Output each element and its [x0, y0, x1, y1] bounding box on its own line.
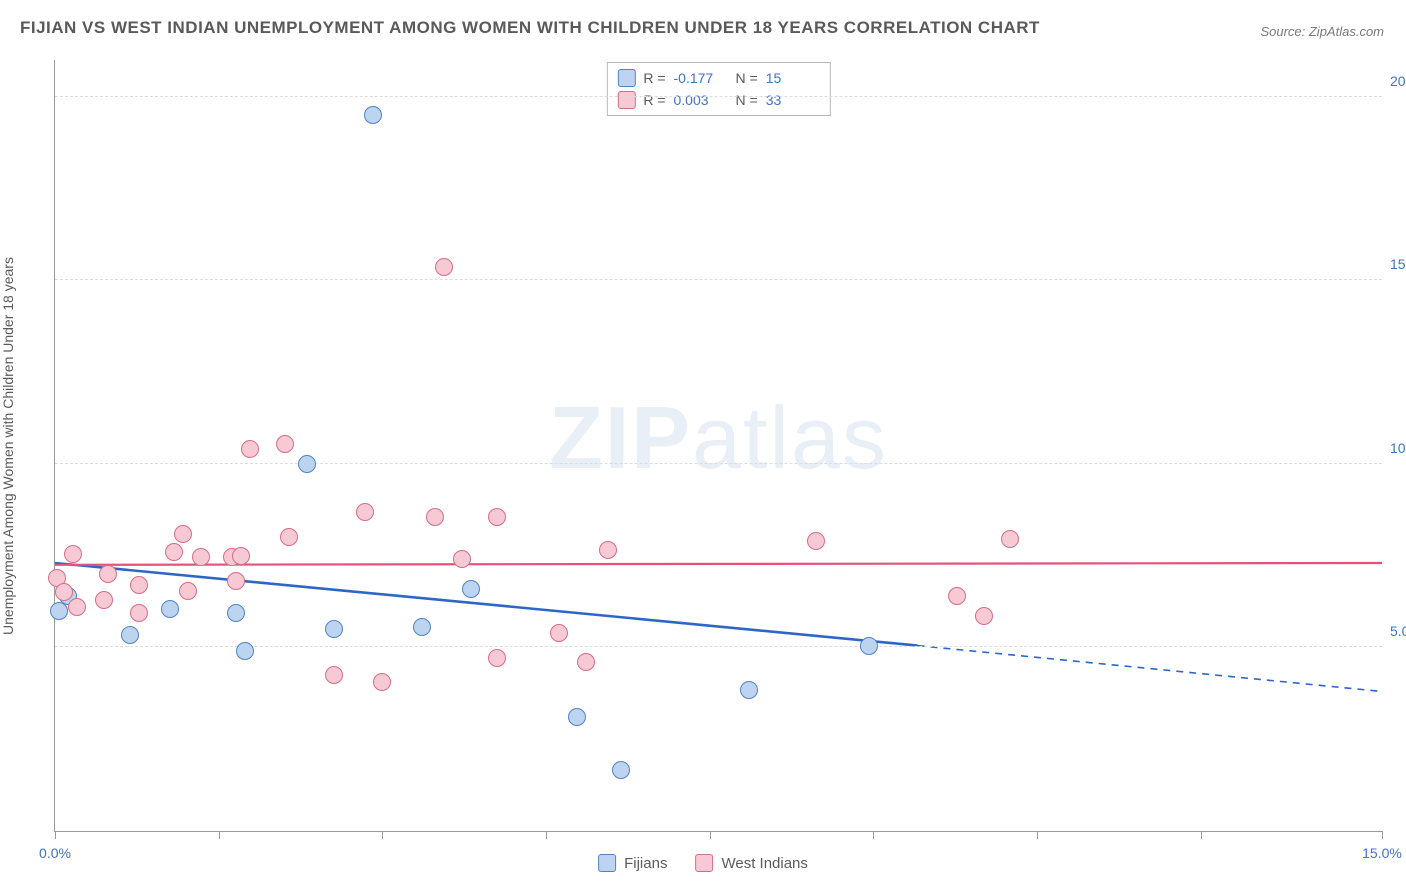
- scatter-point: [807, 532, 825, 550]
- x-tick: [219, 831, 220, 839]
- scatter-point: [1001, 530, 1019, 548]
- trend-line: [55, 563, 918, 646]
- legend-swatch: [598, 854, 616, 872]
- scatter-point: [95, 591, 113, 609]
- x-tick-label: 0.0%: [39, 845, 71, 861]
- scatter-point: [68, 598, 86, 616]
- scatter-point: [413, 618, 431, 636]
- scatter-point: [192, 548, 210, 566]
- legend-n-value: 15: [766, 67, 820, 89]
- scatter-point: [550, 624, 568, 642]
- scatter-point: [488, 649, 506, 667]
- legend-series-label: Fijians: [624, 855, 667, 872]
- scatter-point: [599, 541, 617, 559]
- plot-area: ZIPatlas R =-0.177N =15R =0.003N =33 5.0…: [54, 60, 1382, 832]
- gridline: [55, 646, 1382, 647]
- scatter-point: [64, 545, 82, 563]
- scatter-point: [488, 508, 506, 526]
- legend-series-label: West Indians: [721, 855, 807, 872]
- x-tick: [873, 831, 874, 839]
- x-tick: [710, 831, 711, 839]
- legend-r-label: R =: [643, 89, 665, 111]
- scatter-point: [462, 580, 480, 598]
- scatter-point: [364, 106, 382, 124]
- legend-swatch: [695, 854, 713, 872]
- scatter-point: [130, 604, 148, 622]
- legend-r-label: R =: [643, 67, 665, 89]
- x-tick: [546, 831, 547, 839]
- trend-line-dashed: [918, 646, 1382, 692]
- source-label: Source: ZipAtlas.com: [1260, 24, 1384, 39]
- scatter-point: [161, 600, 179, 618]
- scatter-point: [227, 604, 245, 622]
- legend-swatch: [617, 69, 635, 87]
- x-tick: [1201, 831, 1202, 839]
- legend-n-value: 33: [766, 89, 820, 111]
- scatter-point: [280, 528, 298, 546]
- scatter-point: [174, 525, 192, 543]
- scatter-point: [227, 572, 245, 590]
- gridline: [55, 463, 1382, 464]
- scatter-point: [325, 666, 343, 684]
- y-axis-label: Unemployment Among Women with Children U…: [0, 257, 16, 635]
- legend-n-label: N =: [736, 67, 758, 89]
- scatter-point: [453, 550, 471, 568]
- y-tick-label: 15.0%: [1390, 256, 1406, 272]
- scatter-point: [373, 673, 391, 691]
- y-tick-label: 20.0%: [1390, 73, 1406, 89]
- x-tick: [382, 831, 383, 839]
- scatter-point: [740, 681, 758, 699]
- scatter-point: [232, 547, 250, 565]
- legend-top-row: R = 0.003 N = 33: [617, 89, 819, 111]
- legend-top-row: R = -0.177 N = 15: [617, 67, 819, 89]
- scatter-point: [236, 642, 254, 660]
- scatter-point: [435, 258, 453, 276]
- x-tick: [1382, 831, 1383, 839]
- x-tick: [1037, 831, 1038, 839]
- scatter-point: [165, 543, 183, 561]
- y-tick-label: 5.0%: [1390, 623, 1406, 639]
- x-tick-label: 15.0%: [1362, 845, 1402, 861]
- trend-line: [55, 563, 1382, 565]
- scatter-point: [130, 576, 148, 594]
- legend-swatch: [617, 91, 635, 109]
- scatter-point: [975, 607, 993, 625]
- scatter-point: [121, 626, 139, 644]
- gridline: [55, 279, 1382, 280]
- scatter-point: [612, 761, 630, 779]
- legend-n-label: N =: [736, 89, 758, 111]
- scatter-point: [356, 503, 374, 521]
- scatter-point: [426, 508, 444, 526]
- scatter-point: [948, 587, 966, 605]
- legend-top: R = -0.177 N = 15 R = 0.003 N = 33: [606, 62, 830, 116]
- scatter-point: [325, 620, 343, 638]
- legend-r-value: -0.177: [674, 67, 728, 89]
- scatter-point: [568, 708, 586, 726]
- scatter-point: [99, 565, 117, 583]
- legend-bottom: Fijians West Indians: [598, 854, 808, 872]
- scatter-point: [276, 435, 294, 453]
- scatter-point: [55, 583, 73, 601]
- scatter-point: [577, 653, 595, 671]
- legend-r-value: 0.003: [674, 89, 728, 111]
- legend-bottom-item: Fijians: [598, 854, 667, 872]
- legend-bottom-item: West Indians: [695, 854, 807, 872]
- scatter-point: [241, 440, 259, 458]
- gridline: [55, 96, 1382, 97]
- chart-title: FIJIAN VS WEST INDIAN UNEMPLOYMENT AMONG…: [20, 18, 1040, 38]
- scatter-point: [179, 582, 197, 600]
- scatter-point: [860, 637, 878, 655]
- x-tick: [55, 831, 56, 839]
- y-tick-label: 10.0%: [1390, 440, 1406, 456]
- scatter-point: [298, 455, 316, 473]
